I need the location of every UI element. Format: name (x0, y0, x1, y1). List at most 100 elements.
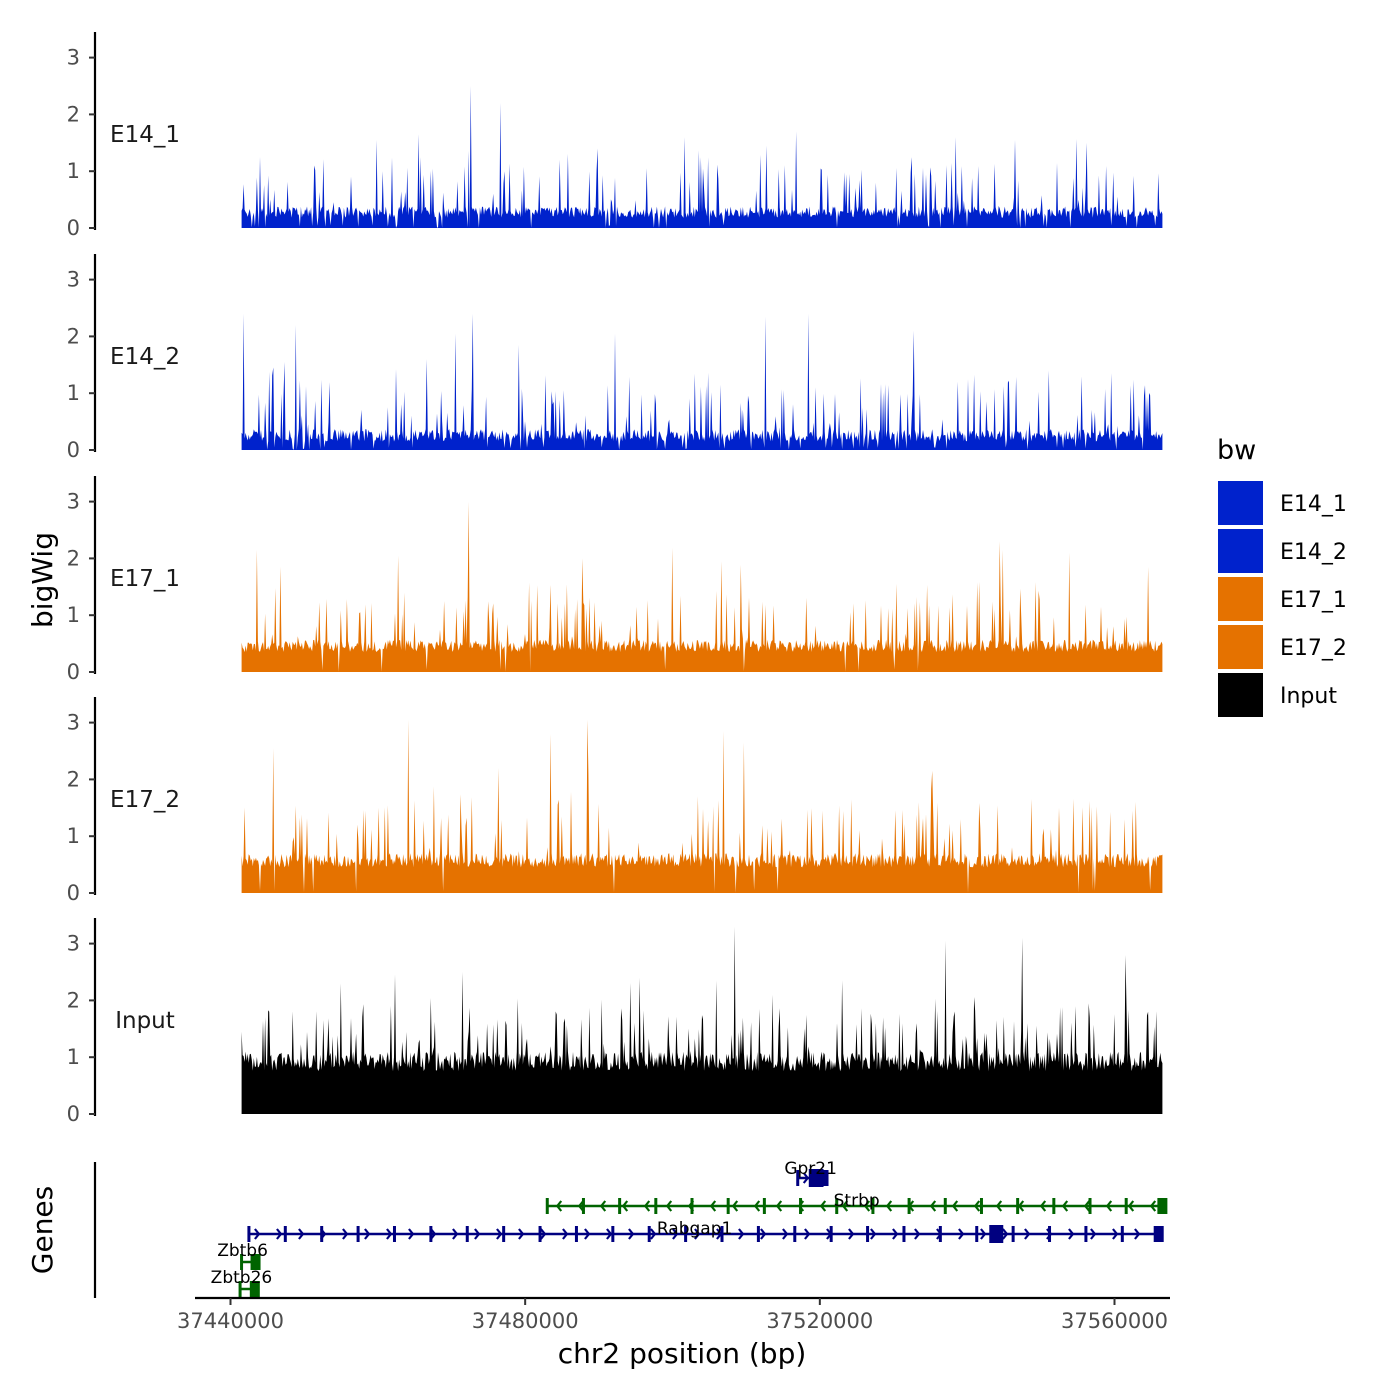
gene-label: Strbp (834, 1191, 880, 1211)
exon (1088, 1198, 1092, 1214)
strand-chevron (914, 1228, 921, 1240)
y-tick-label: 3 (67, 932, 80, 956)
strand-chevron (599, 1200, 607, 1212)
strand-chevron (951, 1200, 959, 1212)
exon (654, 1198, 658, 1214)
strand-chevron (1061, 1200, 1069, 1212)
exon (799, 1198, 803, 1214)
exon (684, 1226, 688, 1242)
legend-title: bw (1217, 435, 1256, 466)
track-e14-2: 0 1 2 3 E14_2 (67, 254, 1163, 462)
gene-zbtb26: Zbtb26 (211, 1268, 273, 1297)
y-tick-label: 3 (67, 711, 80, 735)
y-tick-label: 3 (67, 46, 80, 70)
exon (356, 1226, 360, 1242)
strand-chevron (386, 1228, 393, 1240)
legend-swatch (1218, 529, 1263, 573)
strand-chevron (1068, 1228, 1075, 1240)
strand-chevron (474, 1228, 481, 1240)
strand-chevron (870, 1228, 877, 1240)
coverage-area (241, 501, 1163, 672)
y-tick-label: 1 (67, 603, 80, 627)
coverage-area (241, 86, 1163, 228)
exon (720, 1226, 724, 1242)
strand-chevron (1149, 1200, 1157, 1212)
exon (647, 1226, 651, 1242)
strand-chevron (973, 1200, 981, 1212)
track-label: E14_2 (110, 344, 180, 370)
strand-chevron (577, 1200, 585, 1212)
legend: bw E14_1 E14_2 E17_1 E17_2 Input (1217, 435, 1347, 717)
x-axis: 37440000 37480000 37520000 37560000 (177, 1296, 1170, 1333)
strand-chevron (709, 1200, 717, 1212)
y-tick-label: 2 (67, 324, 80, 348)
y-tick-label: 0 (67, 1102, 80, 1126)
strand-chevron (731, 1200, 739, 1212)
strand-chevron (760, 1228, 767, 1240)
strand-chevron (892, 1228, 899, 1240)
exon (975, 1226, 979, 1242)
exon (320, 1226, 324, 1242)
exon (1157, 1198, 1168, 1214)
exon (1124, 1198, 1128, 1214)
y-tick-label: 2 (67, 988, 80, 1012)
strand-chevron (665, 1200, 673, 1212)
strand-chevron (643, 1200, 651, 1212)
strand-chevron (342, 1228, 349, 1240)
strand-chevron (584, 1228, 591, 1240)
exon (465, 1226, 469, 1242)
exon (902, 1226, 906, 1242)
exon (907, 1198, 911, 1214)
x-tick-label: 37560000 (1061, 1309, 1168, 1333)
gene-models: Gpr21 Strbp Rabgap1 Zbtb6 Zbtb26 (211, 1159, 1168, 1297)
gene-label: Gpr21 (784, 1159, 837, 1179)
strand-chevron (621, 1200, 629, 1212)
exon (979, 1198, 983, 1214)
exon (249, 1281, 260, 1297)
strand-chevron (1083, 1200, 1091, 1212)
strand-chevron (848, 1228, 855, 1240)
strand-chevron (802, 1172, 810, 1184)
track-label: E17_2 (110, 787, 180, 813)
strand-chevron (408, 1228, 415, 1240)
x-ticks: 37440000 37480000 37520000 37560000 (177, 1298, 1168, 1333)
y-tick-label: 2 (67, 767, 80, 791)
coverage-area (241, 926, 1163, 1114)
legend-label: E14_2 (1280, 540, 1347, 565)
exon (538, 1226, 542, 1242)
strand-chevron (1039, 1200, 1047, 1212)
track-e14-1: 0 1 2 3 E14_1 (67, 32, 1163, 240)
exon (938, 1226, 942, 1242)
gene-label: Zbtb26 (211, 1268, 273, 1288)
gene-rabgap1: Rabgap1 (247, 1219, 1164, 1243)
strand-chevron (738, 1228, 745, 1240)
track-label: E14_1 (110, 122, 180, 148)
exon (835, 1198, 839, 1214)
strand-chevron (863, 1200, 871, 1212)
strand-chevron (496, 1228, 503, 1240)
gene-strbp: Strbp (545, 1191, 1168, 1214)
y-tick-label: 1 (67, 1045, 80, 1069)
exon (618, 1198, 622, 1214)
legend-swatch (1218, 625, 1263, 669)
strand-chevron (364, 1228, 371, 1240)
strand-chevron (672, 1228, 679, 1240)
strand-chevron (1017, 1200, 1025, 1212)
gene-label: Zbtb6 (217, 1241, 268, 1261)
x-tick-label: 37440000 (177, 1309, 284, 1333)
strand-chevron (958, 1228, 965, 1240)
strand-chevron (606, 1228, 613, 1240)
y-axis-title: bigWig (26, 532, 59, 628)
strand-chevron (298, 1228, 305, 1240)
exon (762, 1198, 766, 1214)
exon (756, 1226, 760, 1242)
x-tick-label: 37480000 (472, 1309, 579, 1333)
legend-label: E17_1 (1280, 588, 1347, 613)
strand-chevron (452, 1228, 459, 1240)
exon (1052, 1198, 1056, 1214)
exon (1153, 1226, 1164, 1242)
exon (574, 1226, 578, 1242)
track-label: Input (115, 1008, 175, 1034)
gene-zbtb6: Zbtb6 (217, 1241, 268, 1270)
strand-chevron (254, 1228, 261, 1240)
